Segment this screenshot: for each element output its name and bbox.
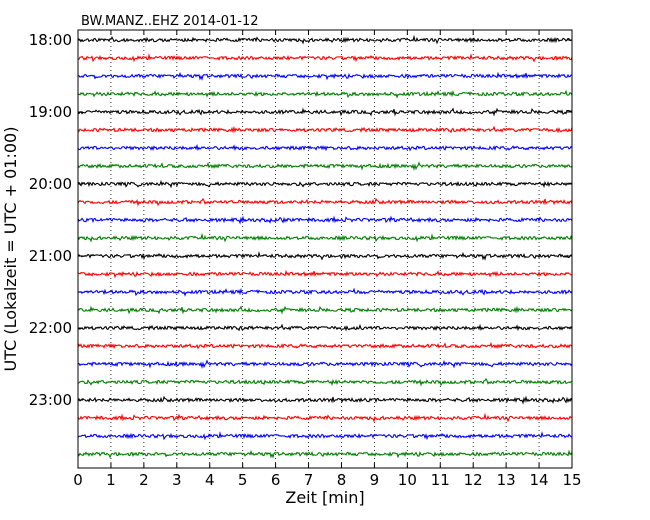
x-axis-ticks: 0 1 2 3 4 5 6 7 8 9 10 11 12 13 14 15	[73, 30, 582, 489]
seismic-trace	[77, 341, 573, 350]
seismic-trace	[77, 125, 573, 134]
seismic-trace	[77, 377, 573, 387]
seismic-trace	[77, 161, 573, 172]
y-tick-label: 18:00	[29, 31, 72, 49]
y-tick-label: 21:00	[29, 247, 72, 265]
x-tick-label: 3	[172, 471, 182, 489]
seismic-trace	[77, 305, 573, 315]
seismic-trace	[77, 179, 573, 189]
y-tick-label: 23:00	[29, 391, 72, 409]
x-tick-label: 2	[139, 471, 149, 489]
seismic-trace	[77, 71, 573, 81]
seismic-trace	[77, 143, 573, 152]
seismic-trace	[77, 53, 573, 63]
seismic-trace	[77, 412, 573, 423]
x-tick-label: 12	[464, 471, 483, 489]
y-axis-ticks: 18:00 19:00 20:00 21:00 22:00 23:00	[29, 31, 572, 409]
x-tick-label: 10	[398, 471, 417, 489]
x-tick-label: 11	[431, 471, 450, 489]
chart-title: BW.MANZ..EHZ 2014-01-12	[81, 14, 259, 29]
y-axis-label: UTC (Lokalzeit = UTC + 01:00)	[1, 127, 20, 372]
x-tick-label: 1	[106, 471, 116, 489]
x-tick-label: 6	[271, 471, 281, 489]
seismic-trace	[77, 431, 573, 441]
x-tick-label: 14	[530, 471, 549, 489]
seismic-trace	[77, 359, 573, 370]
seismic-trace	[77, 323, 573, 332]
seismic-trace	[77, 232, 573, 243]
x-tick-label: 4	[205, 471, 215, 489]
seismic-trace	[77, 197, 573, 207]
traces	[77, 34, 573, 459]
x-tick-label: 13	[497, 471, 516, 489]
seismic-trace	[77, 215, 573, 225]
y-tick-label: 22:00	[29, 319, 72, 337]
y-tick-label: 19:00	[29, 103, 72, 121]
seismic-trace	[77, 269, 573, 279]
x-tick-label: 15	[562, 471, 581, 489]
seismic-trace	[77, 287, 573, 297]
x-tick-label: 5	[238, 471, 248, 489]
x-tick-label: 9	[370, 471, 380, 489]
x-tick-label: 8	[337, 471, 347, 489]
x-tick-label: 0	[73, 471, 83, 489]
seismic-trace	[77, 251, 573, 261]
seismic-trace	[77, 89, 573, 99]
y-tick-label: 20:00	[29, 175, 72, 193]
x-tick-label: 7	[304, 471, 314, 489]
plot-frame	[77, 29, 573, 469]
seismic-trace	[77, 449, 573, 459]
seismic-trace	[77, 395, 573, 405]
seismic-trace	[77, 107, 573, 117]
x-axis-label: Zeit [min]	[285, 488, 364, 507]
seismic-trace	[77, 34, 573, 45]
